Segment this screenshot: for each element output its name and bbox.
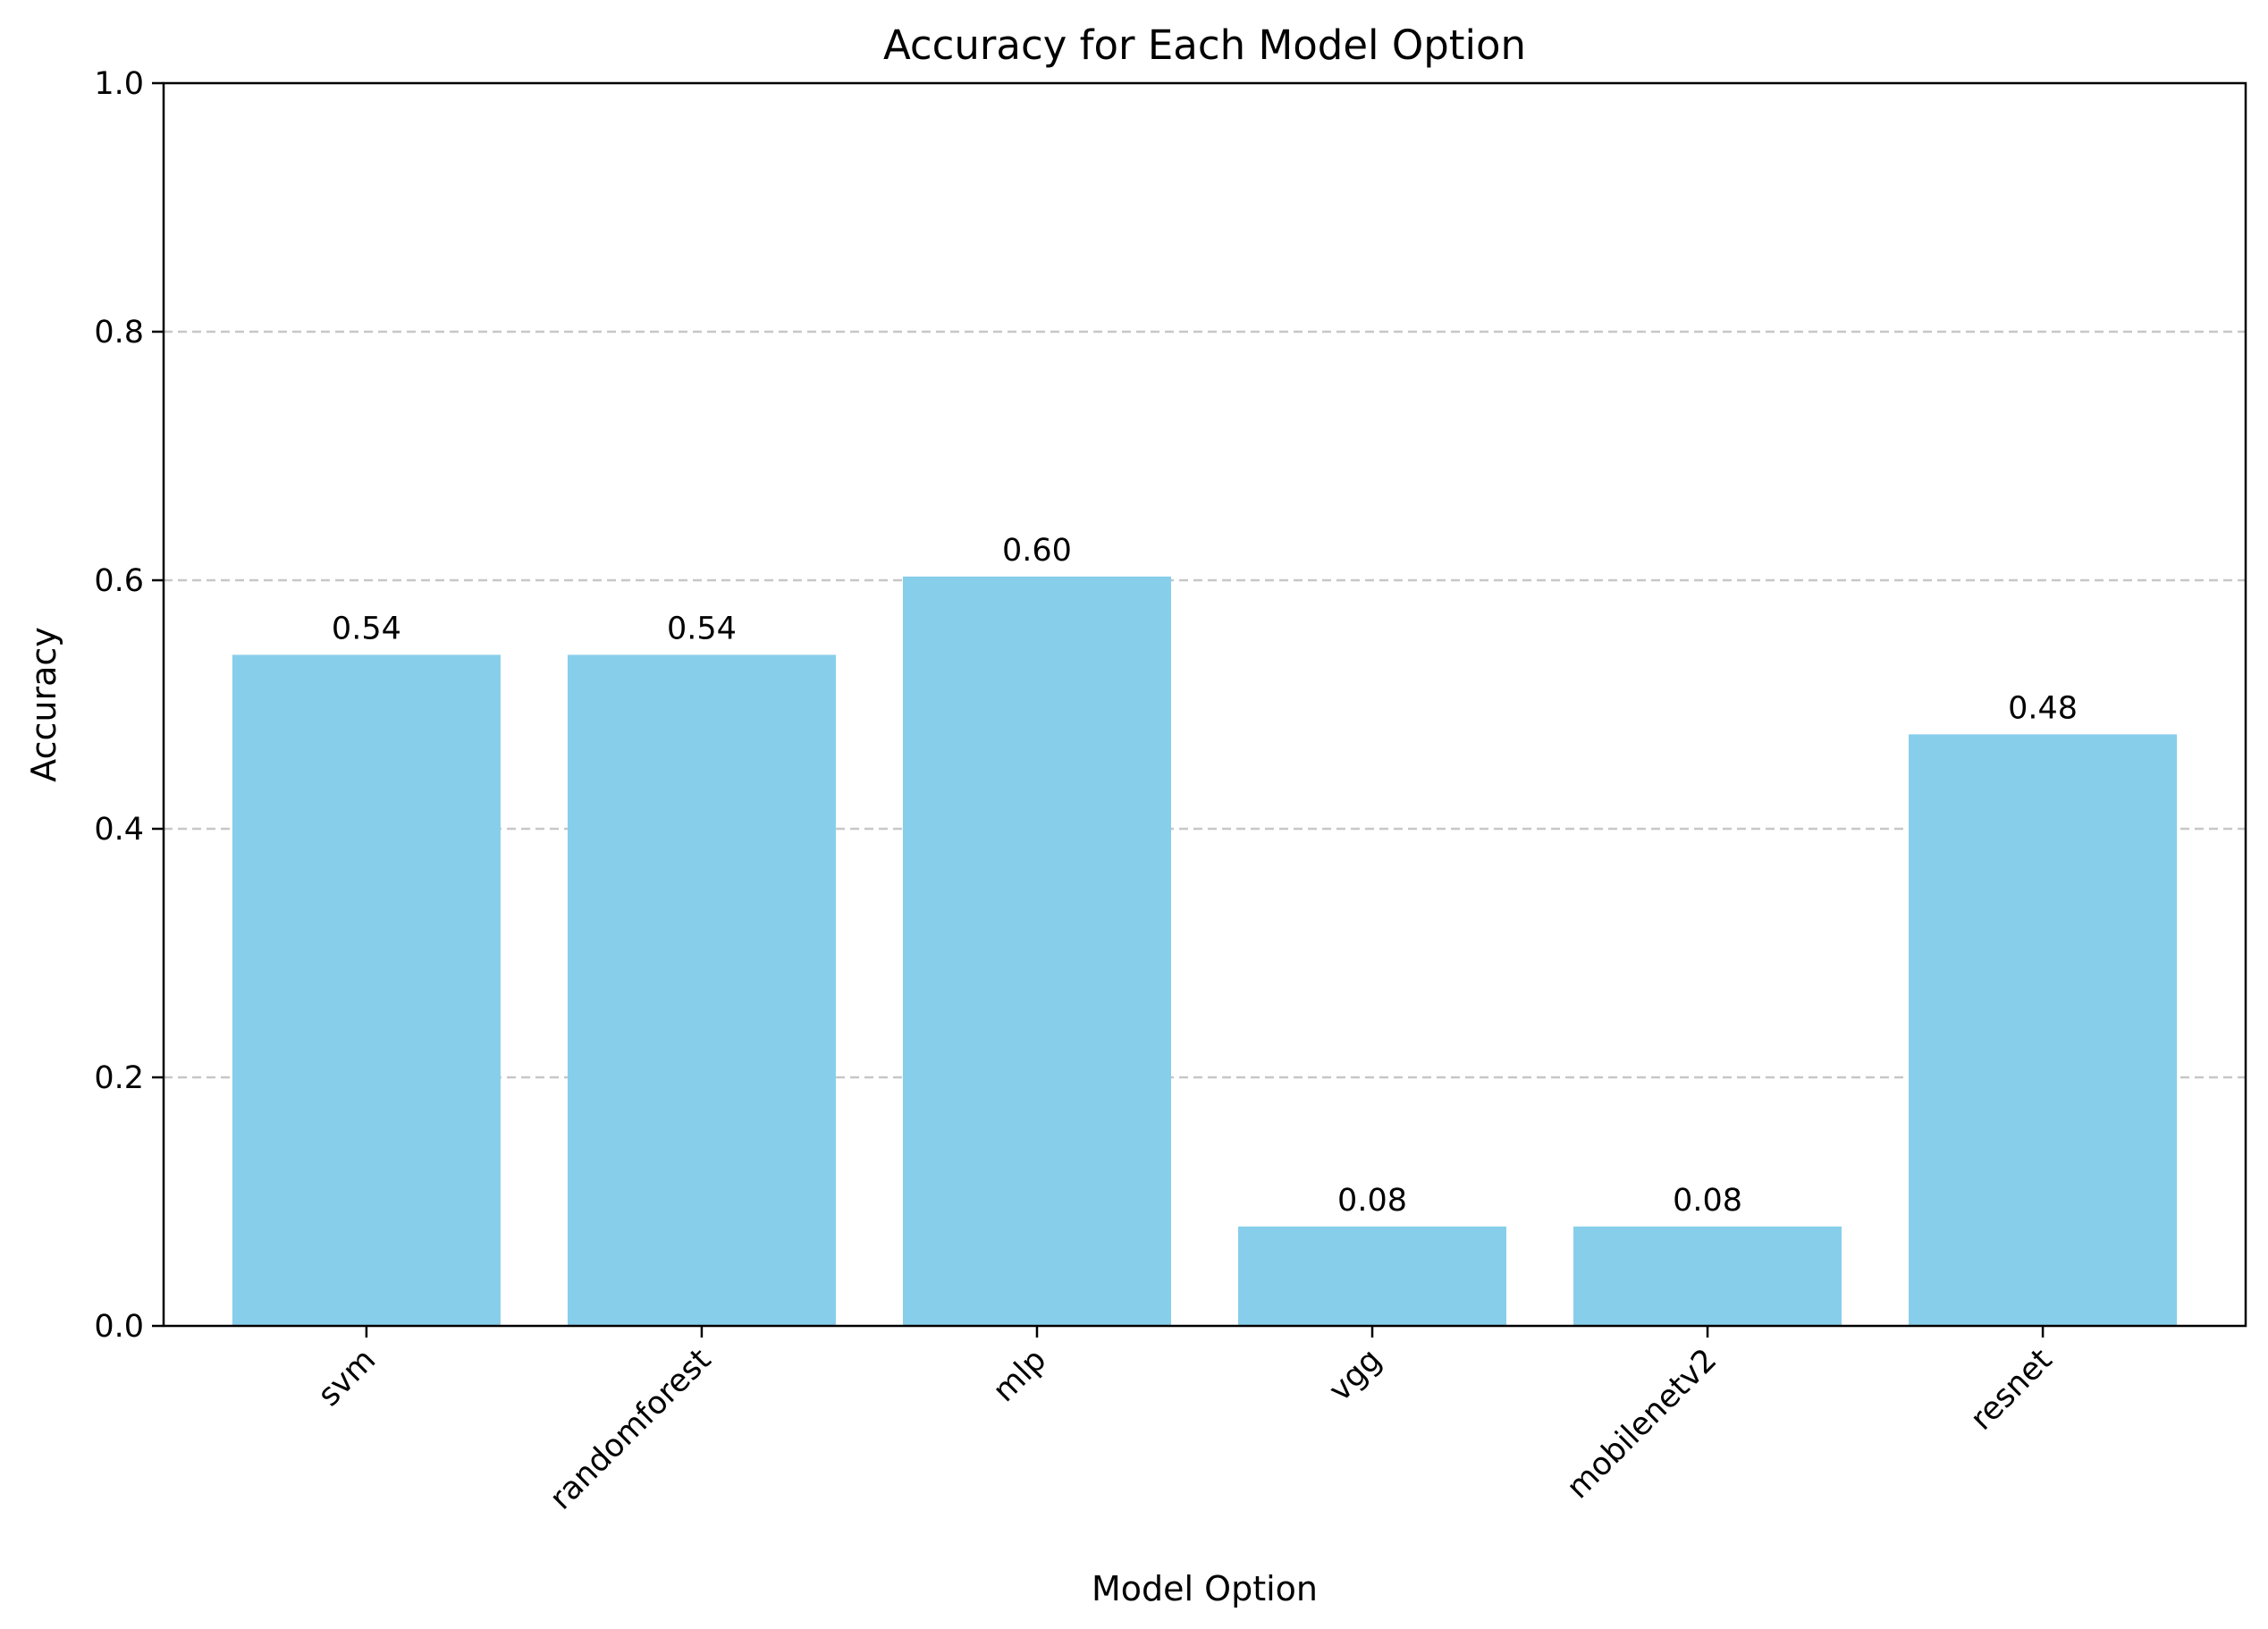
y-ticks: 0.0 0.2 0.4 0.6 0.8 1.0 <box>94 66 164 1345</box>
grid-lines <box>164 330 2246 1079</box>
data-label: 0.54 <box>332 611 401 646</box>
axes-frame <box>162 81 2247 1328</box>
chart-title: Accuracy for Each Model Option <box>883 21 1526 69</box>
bar-mlp <box>902 576 1171 1326</box>
bar-mobilenetv2 <box>1573 1226 1842 1326</box>
bar-vgg <box>1238 1226 1507 1326</box>
y-tick-label: 1.0 <box>94 66 144 102</box>
x-axis-label: Model Option <box>1092 1569 1318 1608</box>
y-tick-label: 0.6 <box>94 563 144 599</box>
data-label: 0.48 <box>2008 690 2078 726</box>
y-axis-label: Accuracy <box>24 627 63 782</box>
data-label: 0.08 <box>1673 1183 1742 1219</box>
data-label: 0.60 <box>1002 533 1072 569</box>
bar-randomforest <box>567 654 836 1326</box>
y-tick-label: 0.2 <box>94 1060 144 1096</box>
data-labels: 0.54 0.54 0.60 0.08 0.08 0.48 <box>332 533 2078 1219</box>
bar-svm <box>232 654 501 1326</box>
data-label: 0.54 <box>667 611 737 646</box>
y-tick-label: 0.8 <box>94 315 144 350</box>
bars <box>232 576 2178 1326</box>
bar-resnet <box>1909 734 2178 1326</box>
y-tick-label: 0.4 <box>94 812 144 848</box>
y-tick-label: 0.0 <box>94 1309 144 1345</box>
data-label: 0.08 <box>1337 1183 1407 1219</box>
